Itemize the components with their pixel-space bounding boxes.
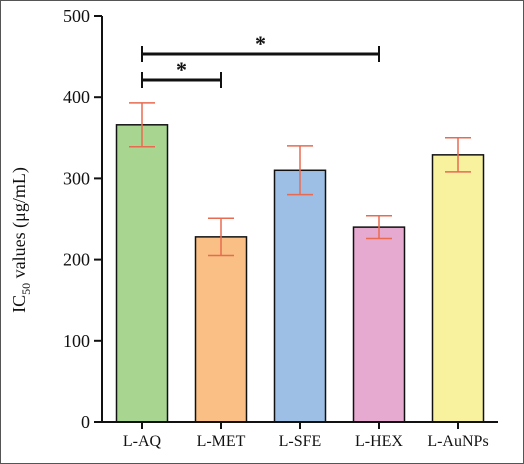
x-tick-label: L-SFE bbox=[279, 433, 322, 450]
significance-marker: * bbox=[176, 57, 187, 82]
y-tick-label: 500 bbox=[63, 6, 90, 26]
plot-area: 0 100 200 300 400 500 L-AQ L-MET L-SFE L-HEX L-AuN… bbox=[63, 6, 498, 450]
x-tick-label: L-HEX bbox=[355, 433, 403, 450]
bar-l-aunps bbox=[431, 154, 485, 423]
y-tick-label: 0 bbox=[81, 412, 90, 432]
y-tick-label: 300 bbox=[63, 168, 90, 188]
x-tick-label: L-MET bbox=[197, 433, 246, 450]
x-tick-label: L-AQ bbox=[123, 433, 162, 450]
y-axis-label-rest: values (μg/mL) bbox=[9, 167, 30, 283]
bar-l-met bbox=[194, 236, 248, 423]
y-tick-label: 400 bbox=[63, 87, 90, 107]
x-tick-label: L-AuNPs bbox=[427, 433, 488, 450]
bar-l-aq bbox=[115, 124, 169, 423]
y-tick-label: 200 bbox=[63, 250, 90, 270]
bar-l-hex bbox=[352, 226, 406, 423]
bar-l-sfe bbox=[273, 169, 327, 423]
y-axis-label: IC50 values (μg/mL) bbox=[9, 167, 33, 313]
y-tick-label: 100 bbox=[63, 331, 90, 351]
significance-marker: * bbox=[255, 31, 266, 56]
y-axis-label-sub: 50 bbox=[19, 283, 33, 295]
y-axis-label-main: IC bbox=[9, 295, 29, 313]
